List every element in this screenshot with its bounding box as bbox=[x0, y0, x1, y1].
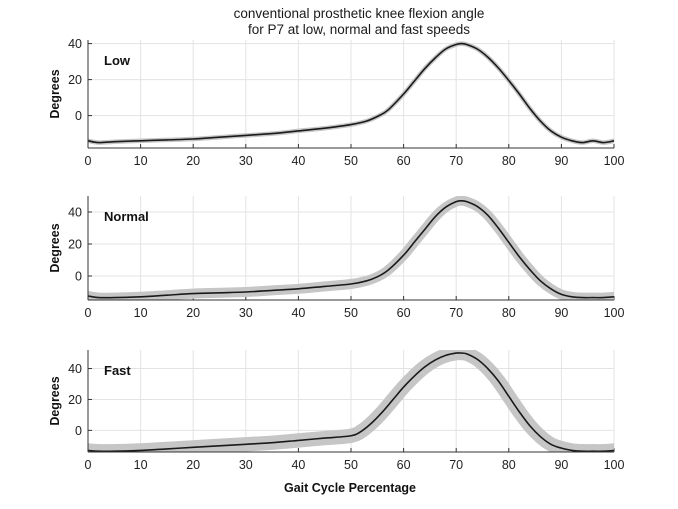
x-tick-label: 80 bbox=[502, 154, 516, 168]
x-tick-label: 40 bbox=[291, 458, 305, 472]
y-tick-label: 20 bbox=[68, 238, 82, 252]
chart-title-line-1: conventional prosthetic knee flexion ang… bbox=[234, 6, 485, 21]
x-tick-label: 10 bbox=[134, 154, 148, 168]
y-axis-label: Degrees bbox=[48, 69, 62, 118]
x-tick-label: 80 bbox=[502, 458, 516, 472]
mean-line-fast bbox=[88, 352, 614, 452]
panel-label: Normal bbox=[104, 209, 149, 224]
x-tick-label: 30 bbox=[239, 306, 253, 320]
x-tick-label: 30 bbox=[239, 458, 253, 472]
y-tick-label: 40 bbox=[68, 362, 82, 376]
y-tick-label: 40 bbox=[68, 206, 82, 220]
panel-fast: 0 10 20 30 40 50 60 70 80 90 100 0 20 40 Fast Degrees bbox=[48, 350, 624, 472]
mean-line-low bbox=[88, 42, 614, 144]
x-tick-label: 20 bbox=[186, 154, 200, 168]
x-tick-label: 100 bbox=[604, 306, 625, 320]
y-tick-label: 40 bbox=[68, 37, 82, 51]
chart-title-line-2: for P7 at low, normal and fast speeds bbox=[248, 22, 470, 37]
mean-line-normal bbox=[88, 199, 614, 299]
panel-label: Fast bbox=[104, 363, 131, 378]
x-tick-label: 90 bbox=[554, 458, 568, 472]
x-tick-label: 20 bbox=[186, 458, 200, 472]
x-tick-label: 70 bbox=[449, 154, 463, 168]
x-tick-label: 40 bbox=[291, 306, 305, 320]
x-tick-label: 90 bbox=[554, 154, 568, 168]
y-axis-label: Degrees bbox=[48, 223, 62, 272]
x-tick-label: 0 bbox=[85, 458, 92, 472]
x-tick-label: 100 bbox=[604, 458, 625, 472]
x-tick-label: 50 bbox=[344, 154, 358, 168]
x-tick-label: 10 bbox=[134, 458, 148, 472]
x-tick-label: 30 bbox=[239, 154, 253, 168]
x-tick-label: 70 bbox=[449, 306, 463, 320]
x-tick-label: 0 bbox=[85, 306, 92, 320]
x-axis-label: Gait Cycle Percentage bbox=[284, 481, 416, 495]
x-tick-label: 60 bbox=[397, 458, 411, 472]
x-tick-label: 40 bbox=[291, 154, 305, 168]
x-tick-label: 90 bbox=[554, 306, 568, 320]
y-tick-label: 0 bbox=[75, 270, 82, 284]
panel-label: Low bbox=[104, 53, 131, 68]
y-tick-label: 20 bbox=[68, 393, 82, 407]
panel-normal: 0 10 20 30 40 50 60 70 80 90 100 0 20 40 Normal Degrees bbox=[48, 196, 624, 320]
x-tick-label: 60 bbox=[397, 306, 411, 320]
x-tick-label: 60 bbox=[397, 154, 411, 168]
x-tick-label: 0 bbox=[85, 154, 92, 168]
x-tick-label: 20 bbox=[186, 306, 200, 320]
y-tick-label: 0 bbox=[75, 109, 82, 123]
x-tick-label: 70 bbox=[449, 458, 463, 472]
y-axis-label: Degrees bbox=[48, 376, 62, 425]
x-tick-label: 100 bbox=[604, 154, 625, 168]
x-tick-label: 50 bbox=[344, 306, 358, 320]
panel-low: 0 10 20 30 40 50 60 70 80 90 100 0 20 40 Low Degrees bbox=[48, 37, 624, 168]
x-tick-label: 50 bbox=[344, 458, 358, 472]
y-tick-label: 0 bbox=[75, 424, 82, 438]
y-tick-label: 20 bbox=[68, 73, 82, 87]
x-tick-label: 80 bbox=[502, 306, 516, 320]
x-tick-label: 10 bbox=[134, 306, 148, 320]
